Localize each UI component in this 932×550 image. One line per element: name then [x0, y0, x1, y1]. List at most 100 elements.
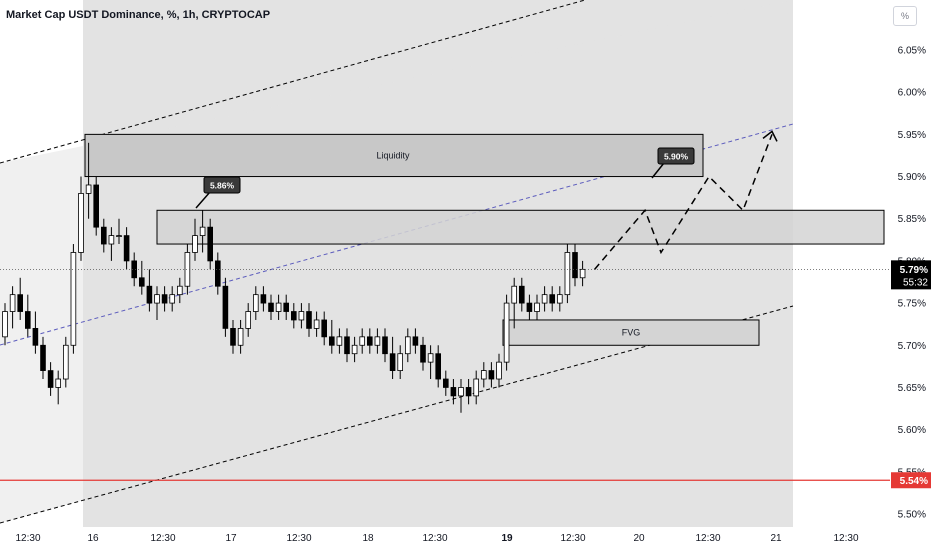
price-tick-label: 5.75%: [898, 299, 926, 310]
bullish-candle: [78, 193, 84, 253]
bearish-candle: [123, 235, 130, 262]
bearish-candle: [17, 294, 23, 312]
bullish-candle: [252, 294, 259, 312]
bullish-candle: [397, 353, 403, 371]
bearish-candle: [572, 252, 578, 279]
bearish-candle: [40, 344, 46, 371]
time-tick-label: 18: [362, 533, 374, 544]
bullish-candle: [458, 387, 464, 397]
chart-title: Market Cap USDT Dominance, %, 1h, CRYPTO…: [6, 9, 271, 21]
price-axis[interactable]: 6.05%6.00%5.95%5.90%5.85%5.80%5.75%5.70%…: [890, 0, 932, 550]
support-price-badge: [891, 472, 931, 489]
bullish-candle: [359, 336, 365, 346]
callout-target-box: [657, 147, 695, 165]
time-tick-label: 16: [87, 533, 99, 544]
time-tick-label: 12:30: [15, 533, 40, 544]
time-axis[interactable]: 12:30 16 12:30 17 12:30 18 12:30 19 12:30 20 12:30…: [0, 527, 890, 550]
bullish-candle: [564, 252, 571, 296]
time-tick-label: 12:30: [833, 533, 858, 544]
price-tick-label: 6.05%: [898, 46, 926, 57]
bullish-candle: [351, 344, 358, 355]
bearish-candle: [526, 302, 533, 312]
bullish-candle: [503, 302, 510, 363]
bearish-candle: [328, 336, 335, 346]
bearish-candle: [450, 387, 457, 397]
callout-target-text: 5.90%: [664, 152, 689, 162]
time-tick-label: 21: [770, 533, 782, 544]
percent-scale-button[interactable]: %: [893, 6, 917, 26]
bearish-candle: [389, 353, 396, 371]
bearish-candle: [382, 336, 388, 355]
bullish-candle: [154, 294, 160, 304]
channel-fill: [0, 0, 793, 523]
price-tick-label: 5.50%: [898, 510, 926, 521]
bullish-candle: [9, 294, 16, 312]
bearish-candle: [214, 260, 221, 287]
bullish-candle: [313, 319, 320, 329]
bullish-candle: [579, 268, 586, 279]
current-price-badge: [891, 260, 931, 290]
bullish-candle: [85, 184, 92, 194]
bullish-candle: [557, 294, 563, 304]
bullish-candle: [55, 378, 61, 388]
price-tick-label: 5.60%: [898, 425, 926, 436]
callout-high: 5.86%: [195, 176, 241, 209]
bearish-candle: [260, 294, 267, 304]
liquidity-zone: [84, 133, 704, 178]
bullish-candle: [275, 302, 282, 312]
bearish-candle: [344, 336, 350, 355]
bearish-candle: [283, 302, 289, 312]
callout-high-pointer: [195, 191, 211, 209]
current-price-text: 5.79%: [900, 265, 928, 276]
bearish-candle: [47, 370, 54, 388]
bullish-candle: [534, 302, 540, 312]
bearish-candle: [306, 311, 312, 329]
bearish-candle: [366, 336, 373, 346]
bullish-candle: [336, 336, 343, 346]
bearish-candle: [321, 319, 327, 338]
bearish-candle: [93, 184, 100, 228]
bullish-candle: [404, 336, 411, 355]
fvg-label: FVG: [622, 328, 641, 338]
bullish-candle: [176, 285, 183, 296]
price-tick-label: 6.00%: [898, 88, 926, 99]
bearish-candle: [161, 294, 168, 304]
bullish-candle: [427, 353, 434, 363]
bullish-candle: [374, 336, 381, 346]
bearish-candle: [138, 277, 145, 287]
candles-layer: [2, 142, 586, 413]
bullish-candle: [63, 344, 69, 380]
bearish-candle: [146, 285, 153, 304]
fvg-zone: [502, 319, 760, 346]
time-axis-background: [0, 527, 890, 550]
bullish-candle: [108, 235, 115, 245]
bullish-candle: [480, 370, 487, 380]
bullish-candle: [473, 378, 479, 397]
time-tick-label: 19: [501, 533, 513, 544]
time-tick-label: 20: [633, 533, 645, 544]
overlay-layer: 5.86% 5.90%: [0, 130, 890, 481]
bearish-candle: [420, 344, 426, 363]
projection-path: [594, 134, 773, 270]
projection-arrowhead: [762, 130, 778, 142]
resistance-zone: [156, 209, 885, 245]
bearish-candle: [24, 311, 31, 329]
bearish-candle: [131, 260, 138, 279]
bullish-candle: [192, 235, 198, 253]
bullish-candle: [245, 311, 252, 329]
bullish-candle: [70, 252, 77, 346]
time-tick-label: 17: [225, 533, 237, 544]
bearish-candle: [519, 285, 525, 304]
bullish-candle: [169, 294, 176, 304]
time-tick-label: 12:30: [695, 533, 720, 544]
bearish-candle: [32, 327, 39, 346]
callout-target-pointer: [651, 162, 665, 179]
bullish-candle: [2, 311, 8, 338]
time-tick-label: 12:30: [150, 533, 175, 544]
bearish-candle: [207, 226, 214, 262]
price-tick-label: 5.90%: [898, 172, 926, 183]
bullish-candle: [116, 235, 122, 238]
support-price-text: 5.54%: [900, 476, 928, 487]
countdown-text: 55:32: [903, 277, 928, 288]
